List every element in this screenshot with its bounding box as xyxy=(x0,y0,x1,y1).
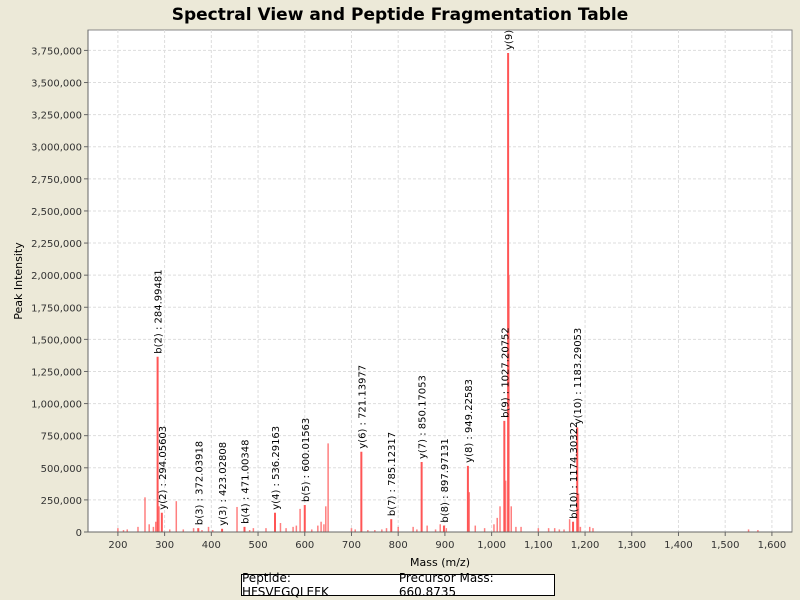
y-tick-label: 1,750,000 xyxy=(31,303,82,314)
x-tick-label: 1,200 xyxy=(571,540,600,551)
x-tick-label: 1,000 xyxy=(477,540,506,551)
x-tick-label: 400 xyxy=(202,540,221,551)
x-tick-label: 900 xyxy=(435,540,454,551)
x-tick-label: 1,300 xyxy=(617,540,646,551)
legend-precursor: Precursor Mass: 660.8735 xyxy=(398,571,494,599)
y-tick-label: 1,000,000 xyxy=(31,400,82,411)
y-tick-label: 0 xyxy=(76,528,82,539)
peak-label: b(5) : 600.01563 xyxy=(301,418,312,502)
peak-labels: b(2) : 284.99481 y(2) : 294.05603 b(3) : 3… xyxy=(154,30,585,526)
y-tick-label: 2,000,000 xyxy=(31,271,82,282)
x-tick-label: 1,400 xyxy=(664,540,693,551)
peak-label: b(3) : 372.03918 xyxy=(194,441,205,525)
peak-label: y(2) : 294.05603 xyxy=(158,426,169,510)
x-axis-label: Mass (m/z) xyxy=(410,556,470,569)
y-tick-label: 1,500,000 xyxy=(31,335,82,346)
peak-label: b(8) : 897.97131 xyxy=(440,438,451,522)
plot-area xyxy=(87,29,793,533)
x-tick-label: 200 xyxy=(108,540,127,551)
grid xyxy=(88,30,792,533)
x-tick-label: 700 xyxy=(342,540,361,551)
y-tick-label: 3,750,000 xyxy=(31,46,82,57)
y-axis-label: Peak Intensity xyxy=(12,242,25,320)
y-tick-label: 750,000 xyxy=(41,432,82,443)
y-tick-label: 250,000 xyxy=(41,496,82,507)
peak-label: y(4) : 536.29163 xyxy=(271,426,282,510)
peak-label: y(10) : 1183.29053 xyxy=(573,328,584,425)
peak-label: b(7) : 785.12317 xyxy=(387,432,398,516)
x-tick-label: 800 xyxy=(389,540,408,551)
axes: 200 300 400 500 600 700 800 900 1,000 1,100 1,200 1… xyxy=(31,30,792,551)
peaks xyxy=(117,52,759,532)
y-tick-label: 2,750,000 xyxy=(31,175,82,186)
x-tick-label: 500 xyxy=(248,540,267,551)
y-tick-label: 2,250,000 xyxy=(31,239,82,250)
peak-label: y(6) : 721.13977 xyxy=(357,365,368,449)
chart-title: Spectral View and Peptide Fragmentation … xyxy=(172,5,629,25)
x-tick-label: 600 xyxy=(295,540,314,551)
x-tick-label: 1,600 xyxy=(758,540,787,551)
peak-label: y(9) xyxy=(504,30,515,50)
x-tick-label: 1,100 xyxy=(524,540,553,551)
x-tick-label: 1,500 xyxy=(711,540,740,551)
legend: Peptide: HFSVEGQLEFK Precursor Mass: 660… xyxy=(241,571,555,599)
peak-label: y(8) : 949.22583 xyxy=(464,379,475,463)
peak-label: y(3) : 423.02808 xyxy=(218,442,229,526)
peak-label: b(2) : 284.99481 xyxy=(154,269,165,353)
legend-peptide: Peptide: HFSVEGQLEFK xyxy=(242,571,329,599)
y-tick-label: 3,500,000 xyxy=(31,79,82,90)
y-tick-label: 3,000,000 xyxy=(31,143,82,154)
y-tick-label: 3,250,000 xyxy=(31,111,82,122)
y-tick-label: 1,250,000 xyxy=(31,367,82,378)
x-tick-label: 300 xyxy=(155,540,174,551)
peak-label: b(4) : 471.00348 xyxy=(240,440,251,524)
y-tick-label: 2,500,000 xyxy=(31,207,82,218)
y-tick-label: 500,000 xyxy=(41,464,82,475)
peak-label: b(9) : 1027.20752 xyxy=(500,327,511,418)
peak-label: b(10) : 1174.30322 xyxy=(569,422,580,519)
peak-label: y(7) : 850.17053 xyxy=(418,375,429,459)
